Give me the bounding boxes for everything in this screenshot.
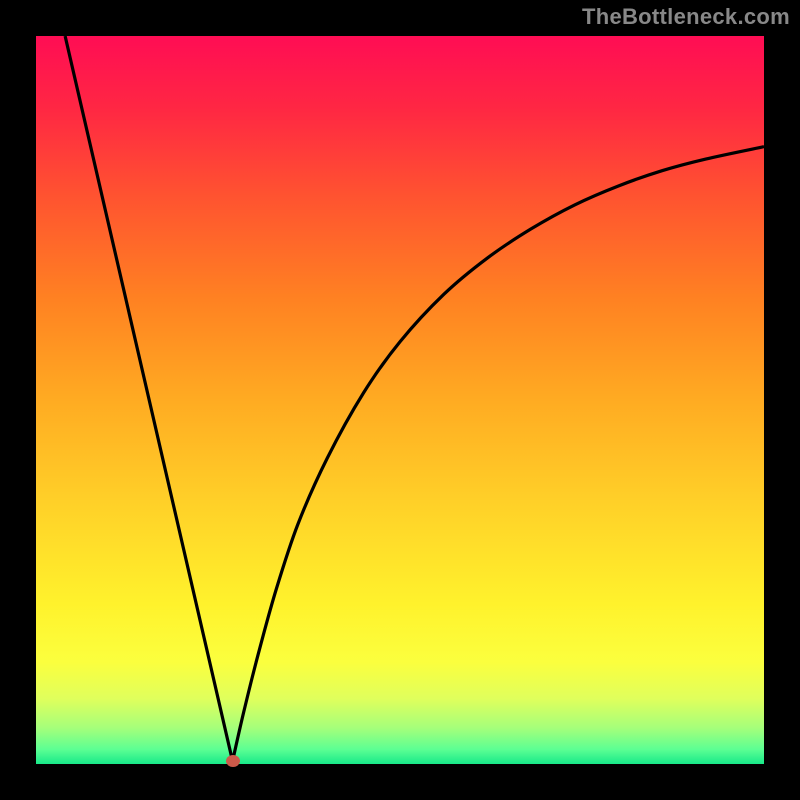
plot-area bbox=[36, 36, 764, 764]
chart-frame: TheBottleneck.com bbox=[0, 0, 800, 800]
attribution-label: TheBottleneck.com bbox=[582, 4, 790, 30]
bottleneck-curve bbox=[36, 36, 764, 764]
valley-marker bbox=[226, 755, 240, 767]
curve-path bbox=[65, 36, 764, 761]
